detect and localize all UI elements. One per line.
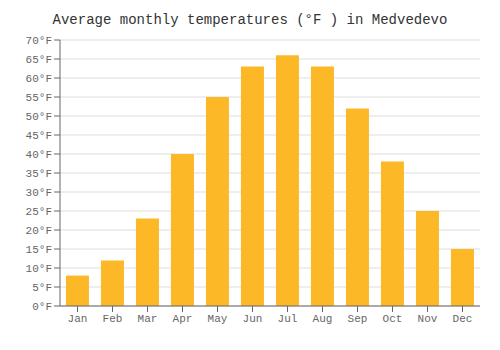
svg-text:Oct: Oct xyxy=(383,313,403,325)
svg-text:Jan: Jan xyxy=(68,313,88,325)
svg-text:55°F: 55°F xyxy=(26,92,52,104)
svg-text:15°F: 15°F xyxy=(26,244,52,256)
svg-text:0°F: 0°F xyxy=(32,301,52,313)
svg-text:5°F: 5°F xyxy=(32,282,52,294)
svg-text:Feb: Feb xyxy=(103,313,123,325)
svg-text:35°F: 35°F xyxy=(26,168,52,180)
svg-text:70°F: 70°F xyxy=(26,35,52,47)
svg-text:Sep: Sep xyxy=(348,313,368,325)
svg-text:Dec: Dec xyxy=(453,313,473,325)
svg-text:Nov: Nov xyxy=(418,313,438,325)
svg-text:May: May xyxy=(208,313,228,325)
svg-text:Aug: Aug xyxy=(313,313,333,325)
svg-text:60°F: 60°F xyxy=(26,73,52,85)
svg-text:25°F: 25°F xyxy=(26,206,52,218)
svg-text:Jun: Jun xyxy=(243,313,263,325)
svg-text:45°F: 45°F xyxy=(26,130,52,142)
svg-text:30°F: 30°F xyxy=(26,187,52,199)
svg-text:Jul: Jul xyxy=(278,313,298,325)
svg-text:Mar: Mar xyxy=(138,313,158,325)
svg-text:40°F: 40°F xyxy=(26,149,52,161)
svg-text:50°F: 50°F xyxy=(26,111,52,123)
svg-text:Apr: Apr xyxy=(173,313,193,325)
html-text:Average monthly temperatures (: Average monthly temperatures (°F ) in Me… xyxy=(52,12,448,28)
svg-text:10°F: 10°F xyxy=(26,263,52,275)
svg-text:20°F: 20°F xyxy=(26,225,52,237)
svg-text:65°F: 65°F xyxy=(26,54,52,66)
